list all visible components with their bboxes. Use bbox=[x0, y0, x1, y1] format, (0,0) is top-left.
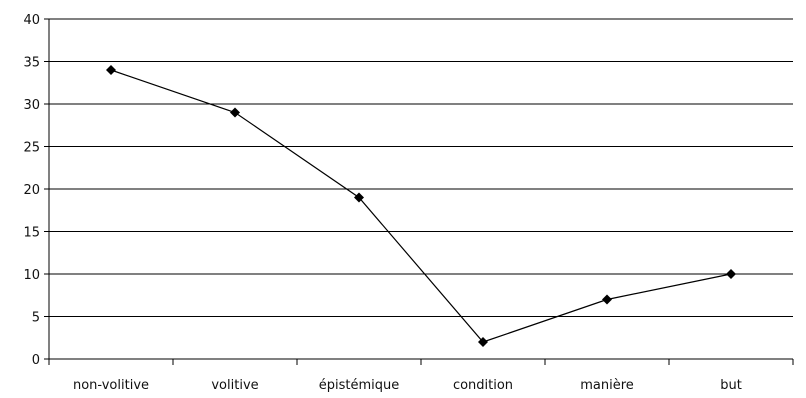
y-tick-label: 20 bbox=[23, 183, 40, 198]
y-tick-label: 40 bbox=[23, 13, 40, 28]
y-tick-label: 25 bbox=[23, 141, 40, 156]
x-category-label: épistémique bbox=[319, 378, 400, 393]
y-tick-label: 15 bbox=[23, 226, 40, 241]
axes bbox=[44, 18, 794, 365]
data-point-marker bbox=[602, 294, 612, 305]
y-tick-label: 5 bbox=[32, 311, 40, 326]
data-point-marker bbox=[478, 337, 488, 347]
data-point-marker bbox=[106, 65, 116, 75]
x-category-label: volitive bbox=[211, 378, 258, 393]
series-line bbox=[110, 69, 732, 343]
data-series bbox=[106, 65, 736, 347]
x-category-label: manière bbox=[580, 378, 634, 393]
data-point-marker bbox=[354, 192, 364, 203]
data-point-marker bbox=[230, 107, 240, 118]
x-category-label: non-volitive bbox=[73, 378, 149, 393]
gridlines bbox=[49, 18, 793, 317]
x-category-label: condition bbox=[453, 378, 513, 393]
y-tick-label: 10 bbox=[23, 268, 40, 283]
data-point-marker bbox=[726, 269, 736, 279]
x-category-label: but bbox=[720, 378, 742, 393]
y-tick-label: 0 bbox=[32, 353, 40, 368]
y-axis-tick-labels: 0 5 10 15 20 25 30 35 40 bbox=[23, 13, 40, 368]
y-tick-label: 30 bbox=[23, 98, 40, 113]
y-tick-label: 35 bbox=[23, 56, 40, 71]
x-axis-category-labels: non-volitive volitive épistémique condition… bbox=[73, 378, 742, 393]
